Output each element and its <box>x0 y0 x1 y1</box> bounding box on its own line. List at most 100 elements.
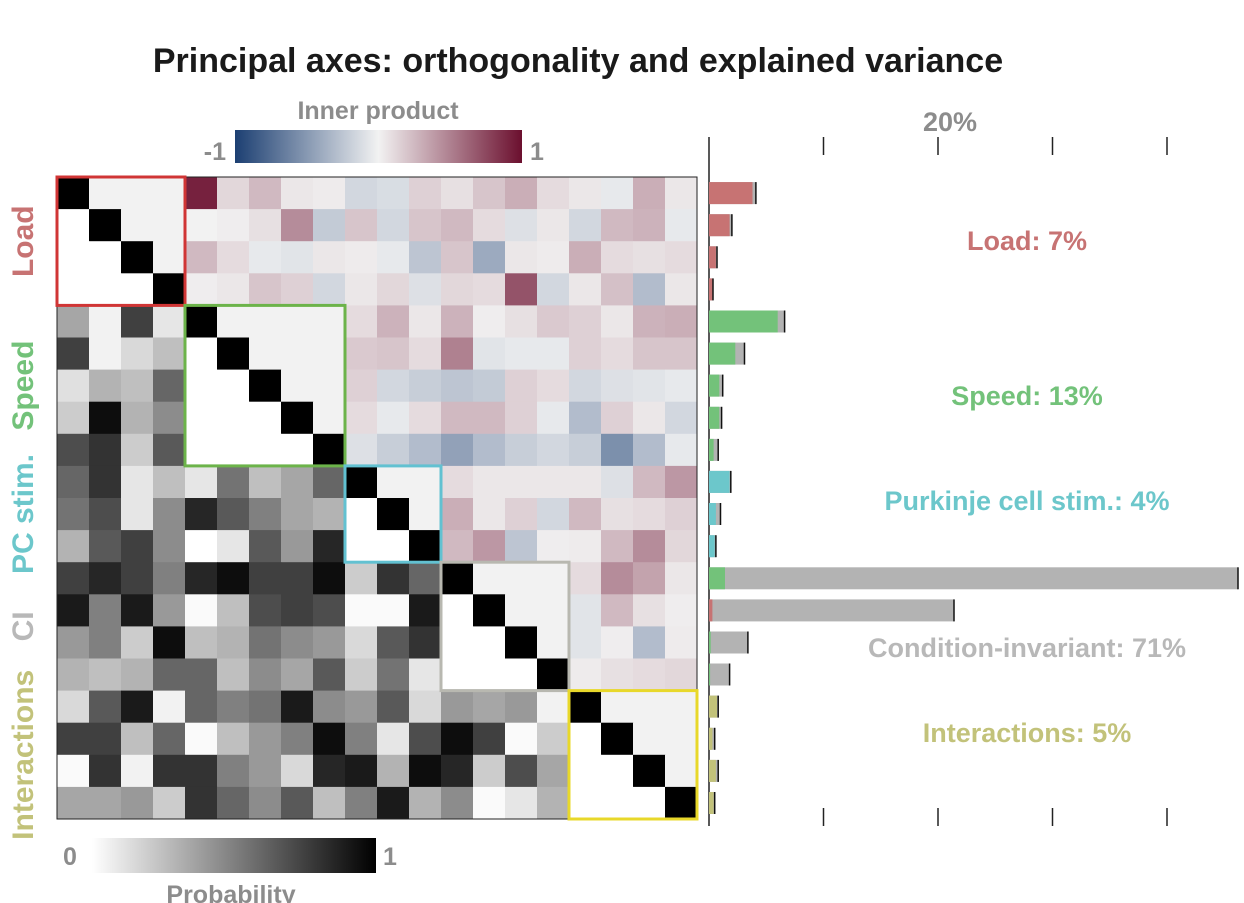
matrix-cell <box>185 562 218 595</box>
matrix-cell <box>89 305 122 338</box>
variance-bar-fill <box>709 342 736 365</box>
matrix-cell <box>409 337 442 370</box>
matrix-cell <box>121 658 154 691</box>
matrix-cell <box>345 562 378 595</box>
matrix-cell <box>121 241 154 274</box>
matrix-cell <box>441 626 474 659</box>
matrix-cell <box>537 273 570 306</box>
matrix-cell <box>601 465 634 499</box>
matrix-cell <box>313 177 346 210</box>
matrix-cell <box>249 690 282 724</box>
matrix-cell <box>409 626 442 659</box>
matrix-cell <box>217 209 250 242</box>
matrix-cell <box>409 209 442 242</box>
matrix-cell <box>409 562 442 595</box>
matrix-cell <box>345 530 378 563</box>
matrix-cell <box>57 626 90 659</box>
matrix-cell <box>249 562 282 595</box>
probability-colorbar-max: 1 <box>383 843 397 871</box>
matrix-cells <box>57 177 698 820</box>
matrix-cell <box>281 626 314 659</box>
matrix-cell <box>377 305 410 338</box>
matrix-cell <box>57 401 90 435</box>
matrix-cell <box>185 209 218 242</box>
matrix-cell <box>153 722 186 756</box>
matrix-cell <box>281 498 314 531</box>
matrix-cell <box>217 465 250 499</box>
matrix-cell <box>153 209 186 242</box>
matrix-cell <box>569 177 602 210</box>
matrix-cell <box>569 305 602 338</box>
matrix-cell <box>121 594 154 627</box>
inner-product-colorbar-max: 1 <box>530 138 544 166</box>
matrix-cell <box>441 594 474 627</box>
matrix-cell <box>377 722 410 756</box>
matrix-cell <box>377 209 410 242</box>
matrix-cell <box>441 786 474 820</box>
inner-product-colorbar: Inner product -1 1 <box>204 97 544 166</box>
matrix-cell <box>377 401 410 435</box>
matrix-cell <box>153 337 186 370</box>
matrix-cell <box>217 177 250 210</box>
matrix-cell <box>665 305 698 338</box>
matrix-cell <box>409 722 442 756</box>
matrix-cell <box>153 241 186 274</box>
variance-bar-total <box>709 567 1238 590</box>
matrix-cell <box>281 658 314 691</box>
matrix-cell <box>153 658 186 691</box>
matrix-cell <box>313 241 346 274</box>
probability-colorbar-min: 0 <box>63 843 77 871</box>
matrix-cell <box>601 594 634 627</box>
matrix-cell <box>153 786 186 820</box>
matrix-cell <box>249 786 282 820</box>
matrix-cell <box>153 305 186 338</box>
matrix-cell <box>569 594 602 627</box>
matrix-cell <box>633 754 666 788</box>
matrix-cell <box>377 498 410 531</box>
matrix-cell <box>281 722 314 756</box>
matrix-cell <box>89 177 122 210</box>
matrix-cell <box>217 273 250 306</box>
matrix-cell <box>121 465 154 499</box>
matrix-cell <box>409 369 442 403</box>
variance-bar-fill <box>709 567 725 590</box>
matrix-cell <box>441 273 474 306</box>
matrix-cell <box>409 241 442 274</box>
matrix-cell <box>345 498 378 531</box>
matrix-cell <box>665 658 698 691</box>
matrix-cell <box>633 337 666 370</box>
matrix-cell <box>249 177 282 210</box>
matrix-cell <box>377 658 410 691</box>
matrix-cell <box>185 401 218 435</box>
matrix-cell <box>409 594 442 627</box>
matrix-cell <box>345 337 378 370</box>
matrix-cell <box>441 401 474 435</box>
matrix-cell <box>185 754 218 788</box>
matrix-cell <box>441 241 474 274</box>
matrix-cell <box>281 241 314 274</box>
matrix-cell <box>537 722 570 756</box>
matrix-cell <box>665 273 698 306</box>
matrix-cell <box>473 690 506 724</box>
group-label-left: Interactions <box>7 670 40 840</box>
matrix-cell <box>569 241 602 274</box>
matrix-cell <box>153 754 186 788</box>
matrix-cell <box>633 530 666 563</box>
matrix-cell <box>473 241 506 274</box>
chart-title: Principal axes: orthogonality and explai… <box>153 42 1003 80</box>
matrix-cell <box>249 369 282 403</box>
matrix-cell <box>57 594 90 627</box>
matrix-cell <box>505 369 538 403</box>
matrix-cell <box>601 337 634 370</box>
matrix-cell <box>57 722 90 756</box>
matrix-cell <box>89 273 122 306</box>
matrix-cell <box>473 498 506 531</box>
matrix-cell <box>409 401 442 435</box>
matrix-cell <box>217 626 250 659</box>
matrix-cell <box>473 177 506 210</box>
matrix-cell <box>633 562 666 595</box>
matrix-cell <box>121 401 154 435</box>
matrix-cell <box>377 465 410 499</box>
matrix-cell <box>153 433 186 467</box>
matrix-cell <box>601 786 634 820</box>
